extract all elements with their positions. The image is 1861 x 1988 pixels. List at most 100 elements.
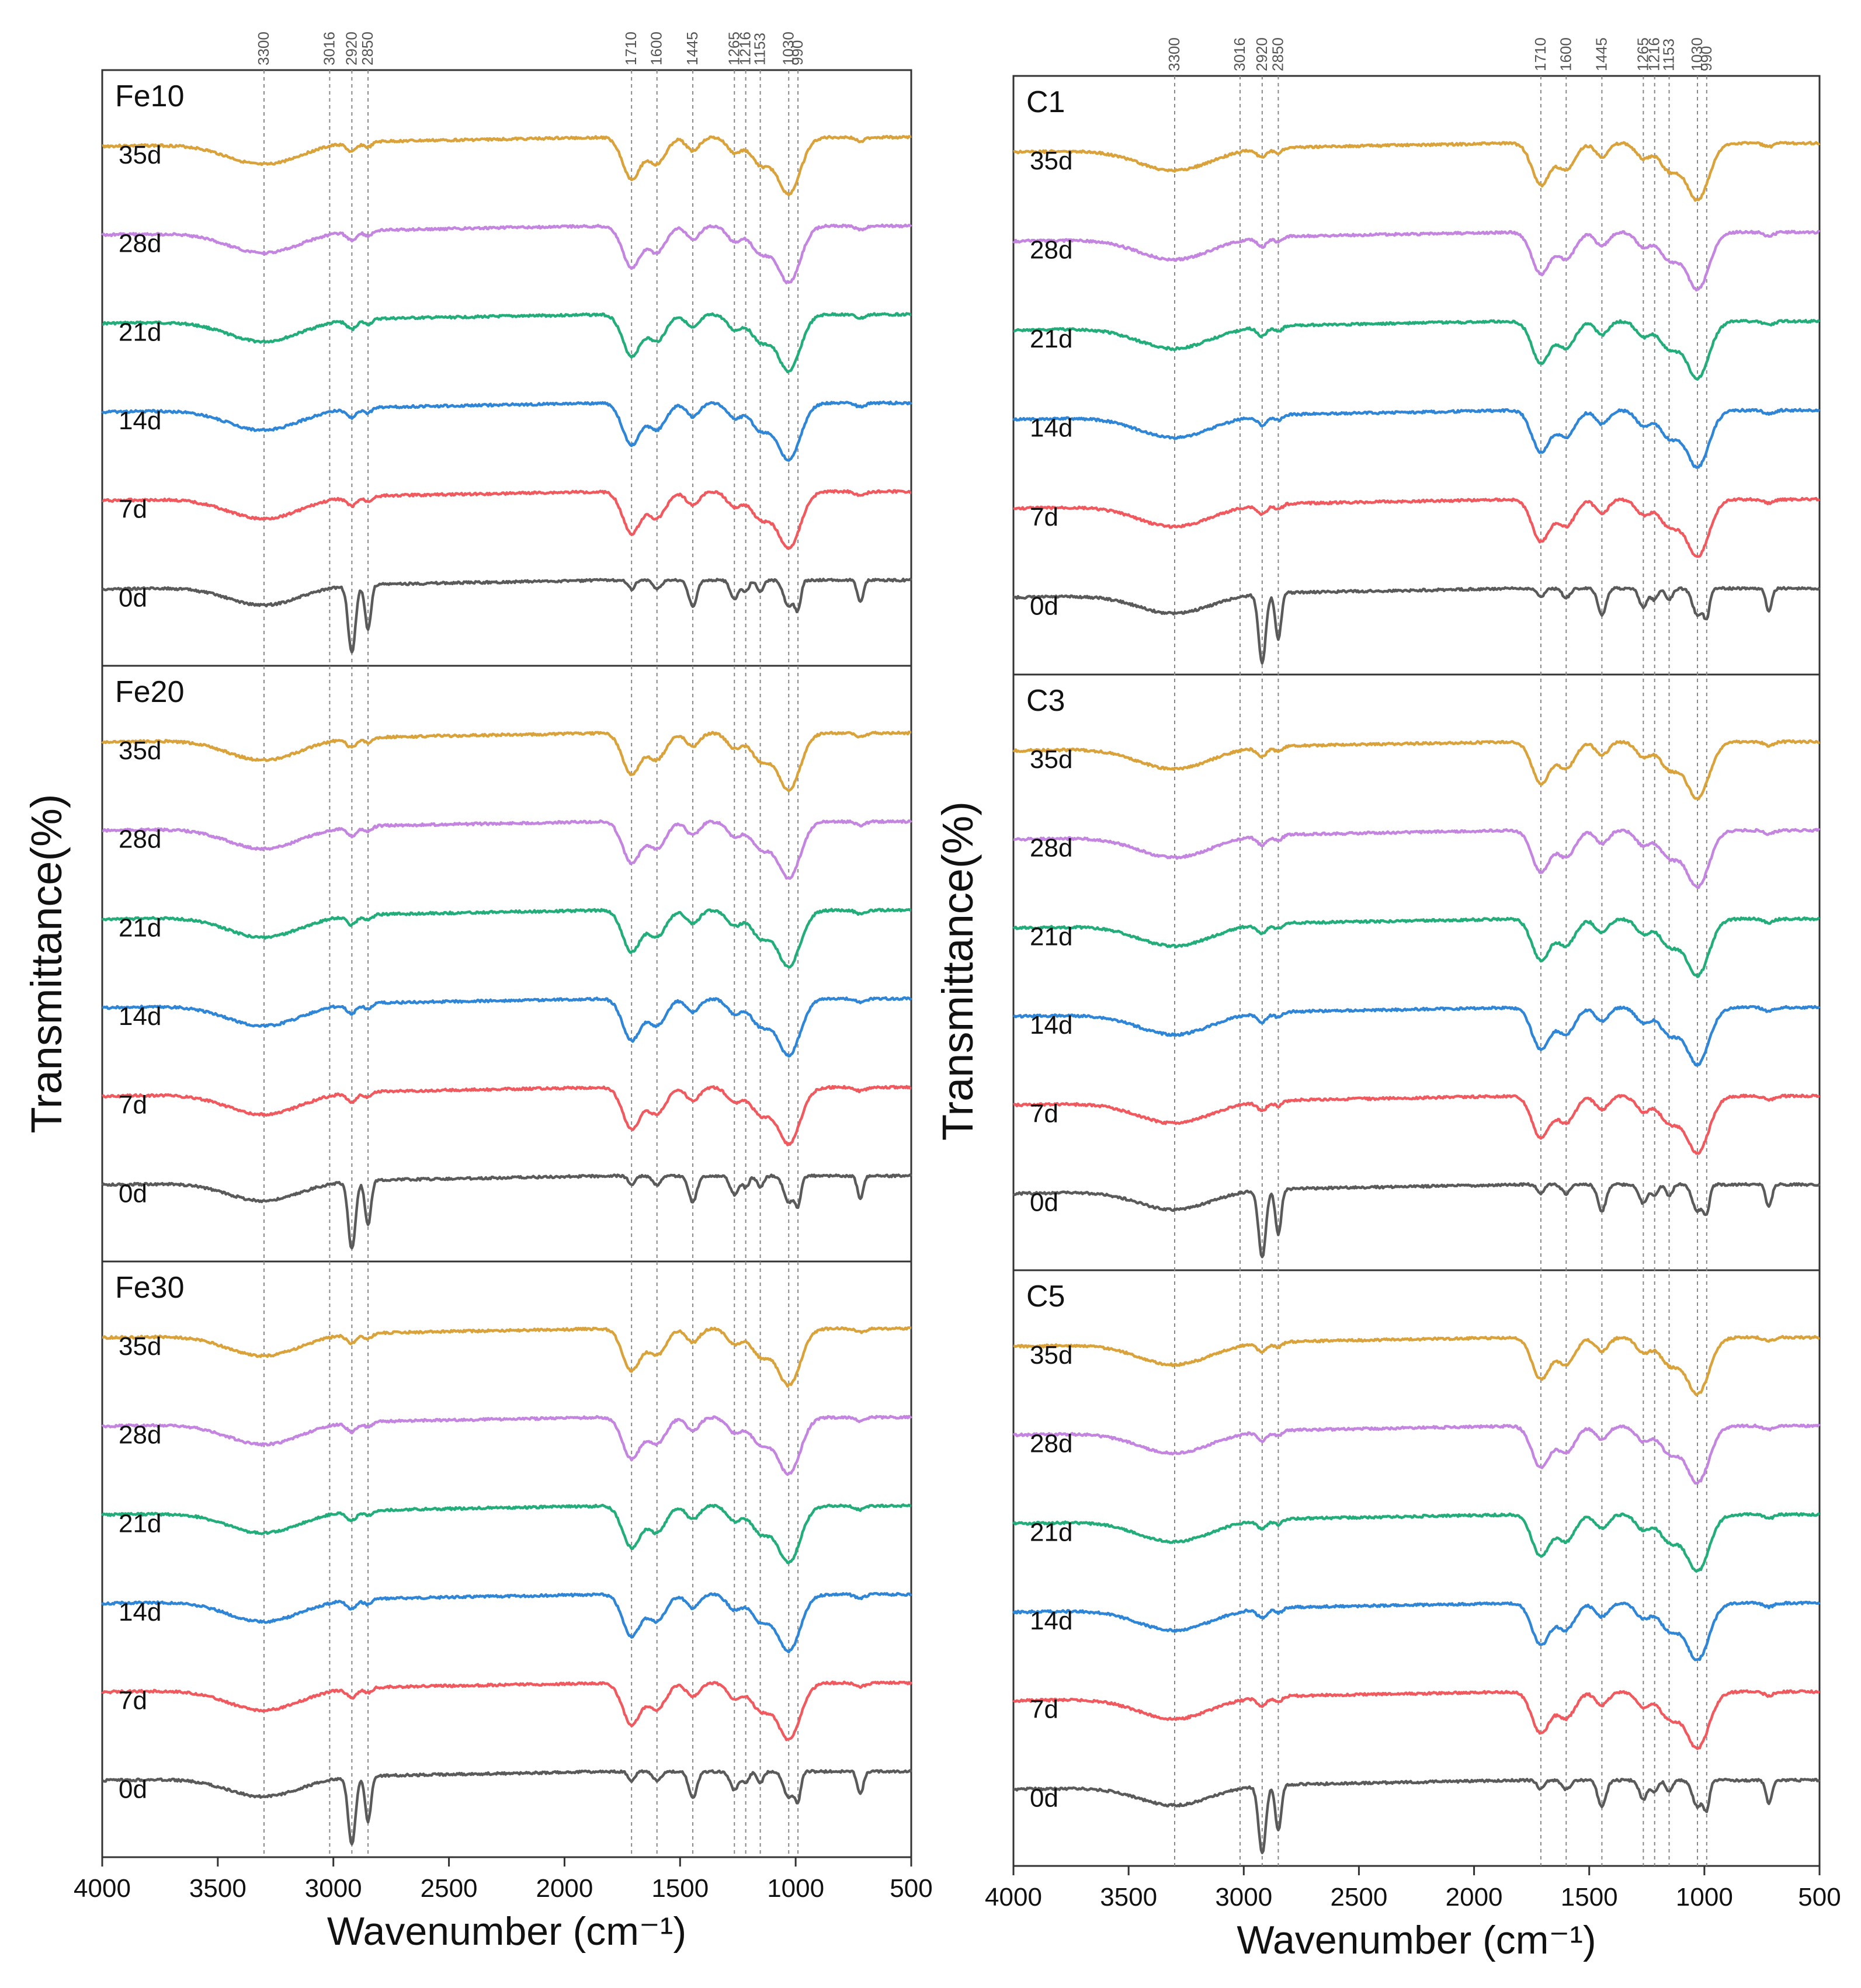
x-tick-label-left-3500: 3500: [189, 1874, 246, 1903]
series-label-Fe30-14d: 14d: [119, 1598, 161, 1626]
peak-label-right-3300: 3300: [1165, 37, 1183, 71]
left-column-axes: [101, 69, 912, 1858]
series-line-C5-28d: [1012, 1423, 1821, 1485]
panel-title-C3: C3: [1026, 684, 1065, 718]
x-tick-label-left-2500: 2500: [421, 1874, 478, 1903]
series-line-C3-21d: [1012, 916, 1820, 978]
panel-frame-C5: [1012, 1269, 1821, 1867]
series-line-Fe10-0d: [101, 578, 912, 654]
series-line-Fe10-21d: [102, 312, 912, 374]
series-line-Fe10-35d: [102, 134, 912, 197]
x-tick-label-right-500: 500: [1798, 1883, 1841, 1911]
series-line-C1-7d: [1013, 496, 1820, 558]
series-label-C3-0d: 0d: [1030, 1188, 1058, 1217]
panel-frame-Fe10: [101, 69, 912, 667]
peak-label-left-1445: 1445: [683, 32, 701, 65]
series-line-Fe20-28d: [102, 819, 912, 880]
series-line-C5-35d: [1013, 1334, 1820, 1396]
series-label-C5-14d: 14d: [1030, 1607, 1072, 1635]
right-column-axes: [1012, 75, 1821, 1867]
panel-title-C1: C1: [1026, 85, 1065, 119]
y-axis-label-left: Transmittance(%): [22, 794, 71, 1133]
series-label-C1-14d: 14d: [1030, 414, 1072, 443]
x-tick-label-right-1000: 1000: [1676, 1883, 1733, 1911]
x-tick-label-left-1500: 1500: [651, 1874, 709, 1903]
series-line-Fe10-14d: [101, 400, 912, 462]
x-tick-label-right-4000: 4000: [985, 1883, 1042, 1911]
series-line-C1-21d: [1013, 319, 1820, 381]
x-tick-label-right-3000: 3000: [1215, 1883, 1272, 1911]
peak-label-left-1153: 1153: [751, 33, 769, 65]
series-line-C3-7d: [1013, 1093, 1820, 1155]
series-label-C3-14d: 14d: [1030, 1011, 1072, 1040]
peak-label-right-1030: 1030: [1688, 37, 1706, 71]
x-tick-label-left-1000: 1000: [767, 1874, 824, 1903]
series-label-C1-28d: 28d: [1030, 236, 1072, 265]
series-line-Fe30-0d: [102, 1769, 912, 1845]
series-line-Fe30-7d: [101, 1680, 912, 1742]
series-line-Fe20-14d: [102, 996, 912, 1058]
series-label-C3-28d: 28d: [1030, 834, 1072, 863]
peak-marker-layer: [263, 70, 1707, 1866]
panel-title-C5: C5: [1026, 1280, 1065, 1313]
peak-label-left-3016: 3016: [320, 32, 338, 65]
panel-frame-C1: [1012, 75, 1821, 676]
x-tick-label-right-1500: 1500: [1561, 1883, 1618, 1911]
series-label-C3-35d: 35d: [1030, 745, 1072, 774]
series-label-C5-0d: 0d: [1030, 1784, 1058, 1812]
series-line-Fe30-21d: [101, 1503, 912, 1565]
peak-label-left-3300: 3300: [255, 32, 272, 65]
series-label-Fe30-7d: 7d: [119, 1687, 147, 1715]
peak-label-left-990: 990: [789, 40, 806, 65]
series-label-Fe30-0d: 0d: [119, 1775, 147, 1803]
series-line-Fe30-14d: [101, 1591, 912, 1654]
panel-frame-Fe30: [101, 1260, 912, 1858]
axes-layer: [101, 69, 1821, 1875]
x-tick-label-left-500: 500: [890, 1874, 932, 1903]
series-line-C3-0d: [1012, 1182, 1821, 1259]
peak-label-right-990: 990: [1697, 46, 1715, 71]
series-line-C5-7d: [1012, 1689, 1820, 1750]
text-layer: Fe10 35d 28d 21d 14d 7d 0d Fe20 35d 28d 21d 14d 7d 0d…: [22, 32, 1841, 1962]
peak-label-right-1265: 1265: [1634, 37, 1651, 71]
series-label-Fe10-14d: 14d: [119, 406, 161, 435]
series-line-C1-35d: [1013, 141, 1821, 202]
peak-label-right-1445: 1445: [1592, 37, 1610, 71]
series-line-C3-35d: [1012, 739, 1820, 801]
series-label-Fe20-7d: 7d: [119, 1091, 147, 1120]
panel-frame-C3: [1012, 673, 1821, 1271]
series-label-Fe10-0d: 0d: [119, 583, 147, 612]
peak-label-left-1600: 1600: [648, 32, 665, 65]
series-label-Fe10-28d: 28d: [119, 230, 161, 258]
peak-label-left-2920: 2920: [342, 32, 360, 65]
y-axis-label-right: Transmittance(%): [933, 801, 982, 1141]
peak-label-right-3016: 3016: [1231, 37, 1248, 71]
series-layer: [101, 134, 1821, 1854]
x-axis-label-left: Wavenumber (cm⁻¹): [327, 1909, 686, 1954]
series-label-Fe20-35d: 35d: [119, 736, 161, 765]
x-tick-label-right-2500: 2500: [1330, 1883, 1387, 1911]
series-label-C5-7d: 7d: [1030, 1695, 1058, 1724]
series-label-Fe20-21d: 21d: [119, 913, 161, 942]
series-line-Fe20-0d: [101, 1173, 912, 1250]
panel-frame-Fe20: [101, 665, 912, 1263]
series-line-Fe20-35d: [101, 730, 912, 793]
x-tick-label-right-3500: 3500: [1100, 1883, 1157, 1911]
peak-label-right-2920: 2920: [1253, 37, 1270, 71]
peak-label-left-1030: 1030: [779, 32, 797, 65]
series-line-C3-28d: [1013, 828, 1821, 889]
peak-label-left-1216: 1216: [737, 32, 754, 65]
series-line-Fe10-7d: [102, 489, 912, 550]
x-tick-label-left-4000: 4000: [74, 1874, 131, 1903]
series-line-C1-14d: [1012, 408, 1821, 469]
series-line-C1-0d: [1013, 586, 1821, 665]
series-label-Fe30-35d: 35d: [119, 1332, 161, 1361]
series-label-C3-21d: 21d: [1030, 922, 1072, 951]
peak-label-right-1216: 1216: [1645, 37, 1663, 71]
peak-label-right-1153: 1153: [1660, 39, 1678, 71]
series-line-Fe30-35d: [102, 1326, 912, 1388]
series-label-C1-7d: 7d: [1030, 503, 1058, 531]
series-label-C1-0d: 0d: [1030, 592, 1058, 621]
panel-title-Fe20: Fe20: [115, 675, 185, 709]
